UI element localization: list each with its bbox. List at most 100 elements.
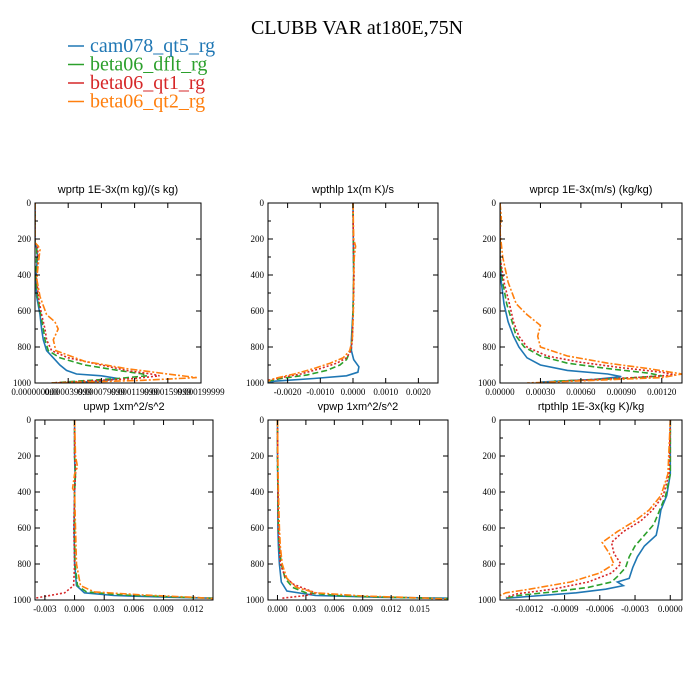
series-line-beta06_qt1_rg (35, 420, 77, 599)
panel-2: wpthlp 1x(m K)/s 0 200 400 600 800 1000 -0.0020… (246, 184, 439, 397)
panel-title: wprtp 1E-3x(m kg)/(s kg) (57, 184, 178, 196)
panel-6: rtpthlp 1E-3x(kg K)/kg 0 200 400 600 800 1000 -… (478, 401, 683, 614)
y-tick-label: 0 (260, 415, 265, 425)
series-group (500, 203, 682, 383)
y-tick-label: 0 (260, 198, 265, 208)
x-tick-label: 0.003 (94, 604, 115, 614)
panel-1: wprtp 1E-3x(m kg)/(s kg) 0 200 400 600 800 100… (11, 184, 225, 397)
series-line-cam078_qt5_rg (268, 203, 360, 383)
x-tick-label: 0.000119999 (111, 387, 158, 397)
x-tick-label: 0.012 (183, 604, 203, 614)
series-line-beta06_qt2_rg (500, 203, 682, 383)
x-tick-label: -0.0020 (274, 387, 302, 397)
series-line-beta06_qt1_rg (268, 203, 355, 382)
y-tick-label: 400 (18, 270, 32, 280)
x-tick-label: -0.0012 (515, 604, 543, 614)
y-tick-label: 0 (492, 415, 497, 425)
y-tick-label: 200 (18, 451, 32, 461)
x-tick-label: 0.000000000 (11, 387, 59, 397)
x-tick-label: 0.0020 (406, 387, 431, 397)
y-tick-label: 600 (18, 523, 32, 533)
panel-title: wpthlp 1x(m K)/s (311, 184, 394, 196)
series-line-beta06_dflt_rg (505, 420, 672, 599)
y-tick-label: 200 (483, 451, 497, 461)
y-tick-label: 600 (483, 306, 497, 316)
y-tick-label: 1000 (13, 378, 32, 388)
x-tick-label: -0.0003 (621, 604, 649, 614)
panel-3: wprcp 1E-3x(m/s) (kg/kg) 0 200 400 600 800 100… (478, 184, 683, 397)
x-tick-label: 0.000 (64, 604, 85, 614)
x-tick-label: 0.00090 (607, 387, 637, 397)
legend-label-cam078_qt5_rg: cam078_qt5_rg (90, 35, 215, 57)
x-tick-label: 0.009 (353, 604, 374, 614)
y-tick-label: 800 (251, 559, 265, 569)
series-line-beta06_dflt_rg (73, 420, 213, 599)
axis-frame (499, 419, 683, 601)
panel-title: upwp 1xm^2/s^2 (83, 401, 164, 413)
series-group (500, 420, 672, 599)
series-line-beta06_dflt_rg (35, 203, 151, 383)
y-tick-label: 800 (251, 342, 265, 352)
x-tick-label: 0.000199999 (177, 387, 225, 397)
x-tick-label: -0.0009 (551, 604, 579, 614)
y-tick-label: 200 (251, 234, 265, 244)
series-line-cam078_qt5_rg (505, 420, 672, 599)
y-tick-label: 400 (18, 487, 32, 497)
y-tick-label: 1000 (478, 595, 497, 605)
y-tick-label: 800 (18, 342, 32, 352)
x-tick-label: 0.0010 (373, 387, 398, 397)
series-line-beta06_qt2_rg (35, 203, 197, 383)
series-group (268, 203, 360, 383)
axis-frame (34, 202, 202, 384)
figure-title: CLUBB VAR at180E,75N (251, 17, 463, 39)
series-line-cam078_qt5_rg (500, 203, 622, 383)
axis-frame (34, 419, 214, 601)
series-line-beta06_dflt_rg (268, 203, 355, 382)
y-tick-label: 400 (251, 270, 265, 280)
x-tick-label: 0.000 (267, 604, 288, 614)
x-tick-label: -0.0006 (586, 604, 614, 614)
x-tick-label: -0.0010 (306, 387, 334, 397)
x-tick-label: 0.0000 (341, 387, 366, 397)
y-tick-label: 0 (27, 198, 32, 208)
legend-label-beta06_qt1_rg: beta06_qt1_rg (90, 72, 205, 94)
legend-label-beta06_qt2_rg: beta06_qt2_rg (90, 91, 205, 113)
x-tick-label: 0.00030 (526, 387, 556, 397)
y-tick-label: 200 (18, 234, 32, 244)
panel-title: wprcp 1E-3x(m/s) (kg/kg) (529, 184, 653, 196)
axis-frame (499, 202, 683, 384)
y-tick-label: 400 (483, 487, 497, 497)
panels: wprtp 1E-3x(m kg)/(s kg) 0 200 400 600 800 100… (11, 184, 683, 614)
y-tick-label: 600 (483, 523, 497, 533)
x-tick-label: 0.000039999 (45, 387, 93, 397)
panel-4: upwp 1xm^2/s^2 0 200 400 600 800 1000-0.003 0.0… (13, 401, 214, 614)
series-line-beta06_qt1_rg (35, 203, 160, 383)
x-tick-label: -0.003 (33, 604, 57, 614)
series-group (276, 420, 448, 600)
axis-frame (267, 419, 449, 601)
y-tick-label: 800 (18, 559, 32, 569)
x-tick-label: 0.0000 (658, 604, 683, 614)
x-tick-label: 0.00000 (485, 387, 515, 397)
y-tick-label: 200 (251, 451, 265, 461)
x-tick-label: 0.009 (153, 604, 174, 614)
y-tick-label: 600 (18, 306, 32, 316)
y-tick-label: 1000 (478, 378, 497, 388)
y-tick-label: 200 (483, 234, 497, 244)
series-line-cam078_qt5_rg (35, 203, 119, 383)
series-line-beta06_qt2_rg (71, 420, 213, 600)
series-line-beta06_qt2_rg (276, 420, 448, 600)
y-tick-label: 1000 (13, 595, 32, 605)
x-tick-label: 0.012 (381, 604, 401, 614)
series-line-beta06_qt1_rg (505, 420, 672, 599)
series-line-beta06_dflt_rg (276, 420, 448, 600)
y-tick-label: 600 (251, 306, 265, 316)
series-line-cam078_qt5_rg (73, 420, 213, 599)
x-tick-label: 0.00120 (647, 387, 677, 397)
x-tick-label: 0.00060 (566, 387, 596, 397)
panel-title: vpwp 1xm^2/s^2 (318, 401, 399, 413)
y-tick-label: 400 (251, 487, 265, 497)
y-tick-label: 800 (483, 559, 497, 569)
series-line-beta06_qt2_rg (268, 203, 357, 382)
